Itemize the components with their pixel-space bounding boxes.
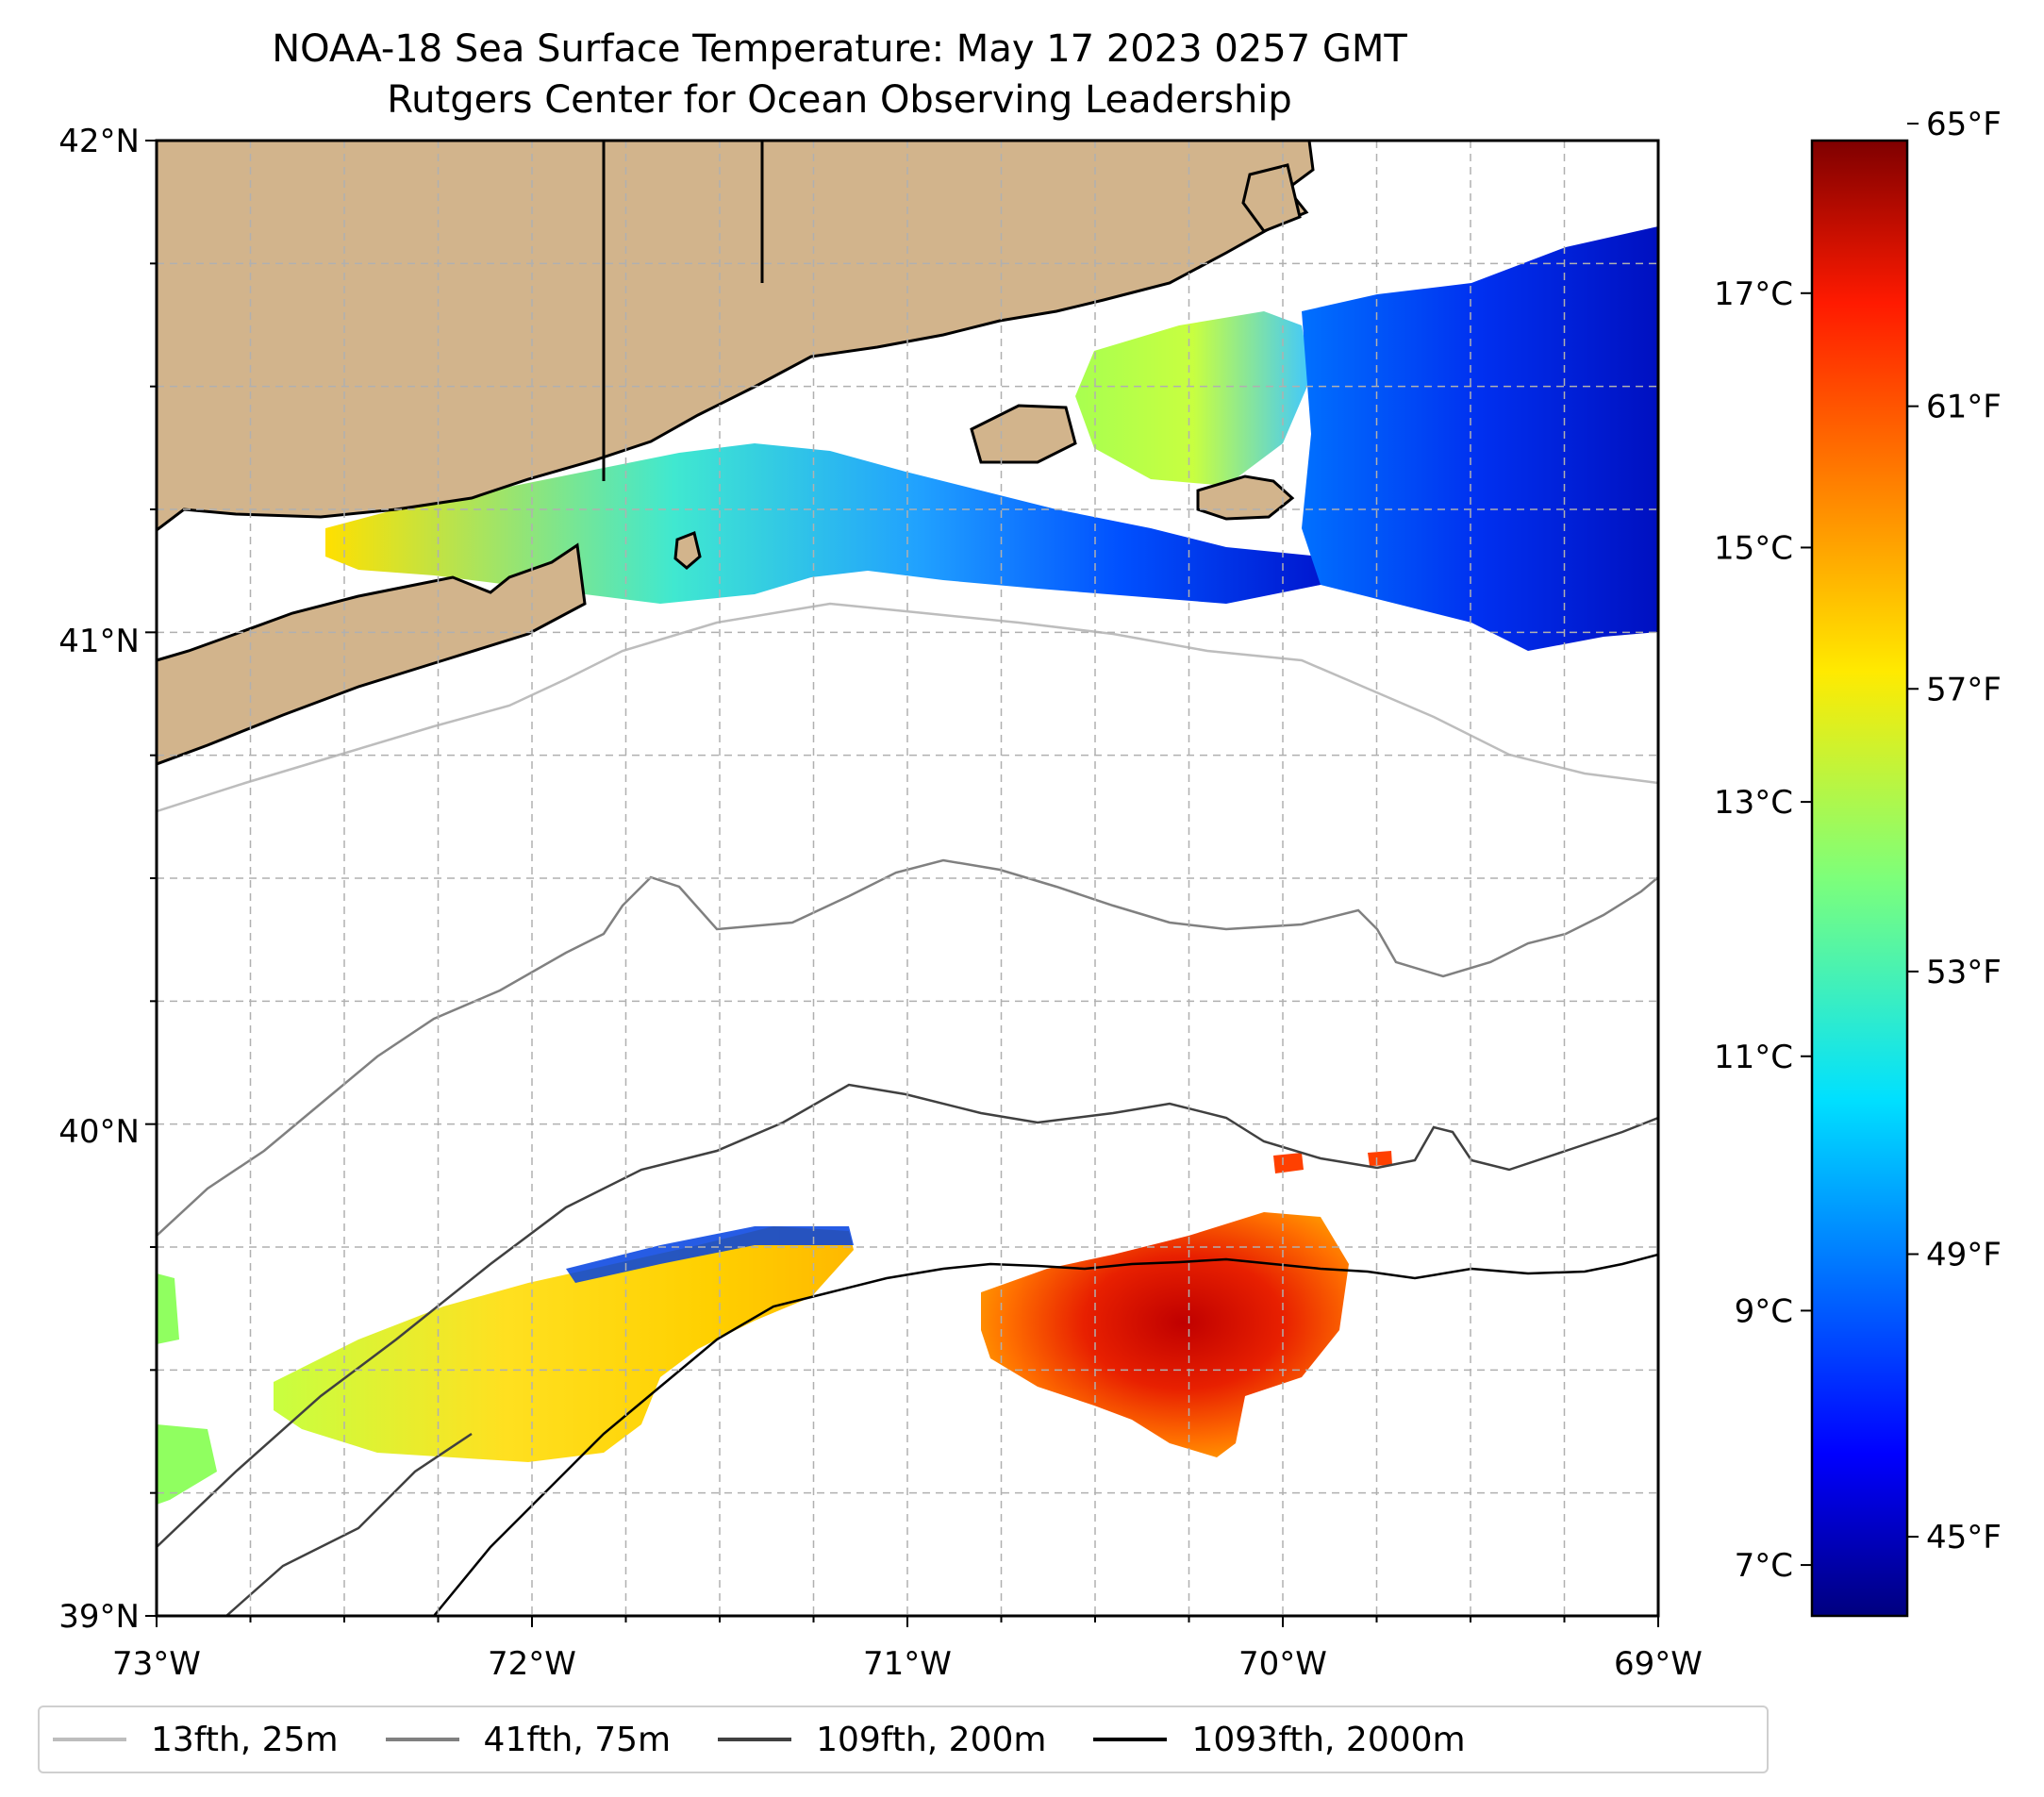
- legend-swatch-2000m: [1093, 1738, 1168, 1741]
- land-cape-cod-tip: [1241, 163, 1302, 233]
- colorbar-celsius-label: 9°C: [1735, 1292, 1793, 1330]
- colorbar-fahrenheit-label: 45°F: [1926, 1519, 2002, 1556]
- colorbar-fahrenheit-label: 65°F: [1926, 106, 2002, 143]
- contour-legend: 13fth, 25m 41fth, 75m 109fth, 200m 1093f…: [38, 1705, 1769, 1773]
- legend-swatch-200m: [718, 1738, 792, 1741]
- map-subtitle: Rutgers Center for Ocean Observing Leade…: [387, 78, 1292, 122]
- legend-item-2000m: 1093fth, 2000m: [1093, 1720, 1466, 1759]
- lon-tick-70w: 70°W: [1238, 1645, 1327, 1683]
- bathymetry-layer: [157, 602, 1658, 1616]
- colorbar-celsius-label: 11°C: [1714, 1039, 1793, 1076]
- graticule-grid: [157, 141, 1658, 1616]
- land-block-island: [673, 530, 702, 570]
- sst-patch-buzzards: [1075, 311, 1311, 486]
- sst-patch-warm-specks: [1273, 1151, 1392, 1173]
- colorbar-fahrenheit-label: 49°F: [1926, 1236, 2002, 1273]
- contour-25m: [157, 602, 1658, 813]
- map-title: NOAA-18 Sea Surface Temperature: May 17 …: [272, 27, 1407, 71]
- lon-tick-69w: 69°W: [1614, 1645, 1703, 1683]
- colorbar-fahrenheit-label: 53°F: [1926, 954, 2002, 991]
- axis-ticks: [145, 140, 1659, 1627]
- colorbar-celsius-label: 13°C: [1714, 784, 1793, 822]
- colorbar-ticks: [1801, 123, 1919, 1567]
- sst-patch-southwest-edge: [566, 1226, 854, 1283]
- colorbar-celsius-label: 17°C: [1714, 275, 1793, 313]
- colorbar: [1810, 139, 1909, 1618]
- legend-label-200m: 109fth, 200m: [816, 1720, 1047, 1759]
- colorbar-fahrenheit-label: 57°F: [1926, 671, 2002, 708]
- land-martha-vineyard: [970, 404, 1077, 464]
- lon-tick-73w: 73°W: [112, 1645, 201, 1683]
- contour-2000m: [433, 1253, 1658, 1616]
- legend-label-75m: 41fth, 75m: [483, 1720, 672, 1759]
- lon-tick-72w: 72°W: [488, 1645, 576, 1683]
- colorbar-celsius-label: 7°C: [1735, 1547, 1793, 1585]
- sst-patch-east: [1302, 226, 1658, 651]
- lon-tick-71w: 71°W: [863, 1645, 952, 1683]
- contour-200m: [157, 1083, 1658, 1548]
- lat-tick-41n: 41°N: [58, 623, 140, 660]
- legend-swatch-25m: [53, 1738, 126, 1741]
- legend-label-2000m: 1093fth, 2000m: [1191, 1720, 1466, 1759]
- colorbar-labels: 7°C 9°C 11°C 13°C 15°C 17°C 45°F 49°F 53°F 57°F 61…: [1714, 106, 2002, 1585]
- contour-75m: [157, 858, 1658, 1237]
- colorbar-celsius-label: 15°C: [1714, 529, 1793, 567]
- contour-200m-south: [225, 1432, 473, 1616]
- legend-item-200m: 109fth, 200m: [718, 1721, 1046, 1759]
- legend-item-25m: 13fth, 25m: [53, 1721, 339, 1759]
- land-nantucket: [1196, 474, 1295, 521]
- colorbar-fahrenheit-label: 61°F: [1926, 389, 2002, 426]
- land-layer: [157, 141, 1315, 766]
- legend-swatch-75m: [385, 1738, 459, 1741]
- land-long-island: [157, 542, 587, 766]
- lat-tick-42n: 42°N: [58, 123, 140, 160]
- sst-patch-warm-core: [981, 1212, 1349, 1457]
- lat-tick-40n: 40°N: [58, 1113, 140, 1151]
- legend-label-25m: 13fth, 25m: [151, 1720, 339, 1759]
- lat-tick-39n: 39°N: [58, 1598, 140, 1636]
- land-new-england: [157, 141, 1315, 532]
- legend-item-75m: 41fth, 75m: [385, 1720, 672, 1759]
- sst-patch-west-edge: [157, 1273, 217, 1505]
- sst-patch-southwest: [274, 1226, 854, 1462]
